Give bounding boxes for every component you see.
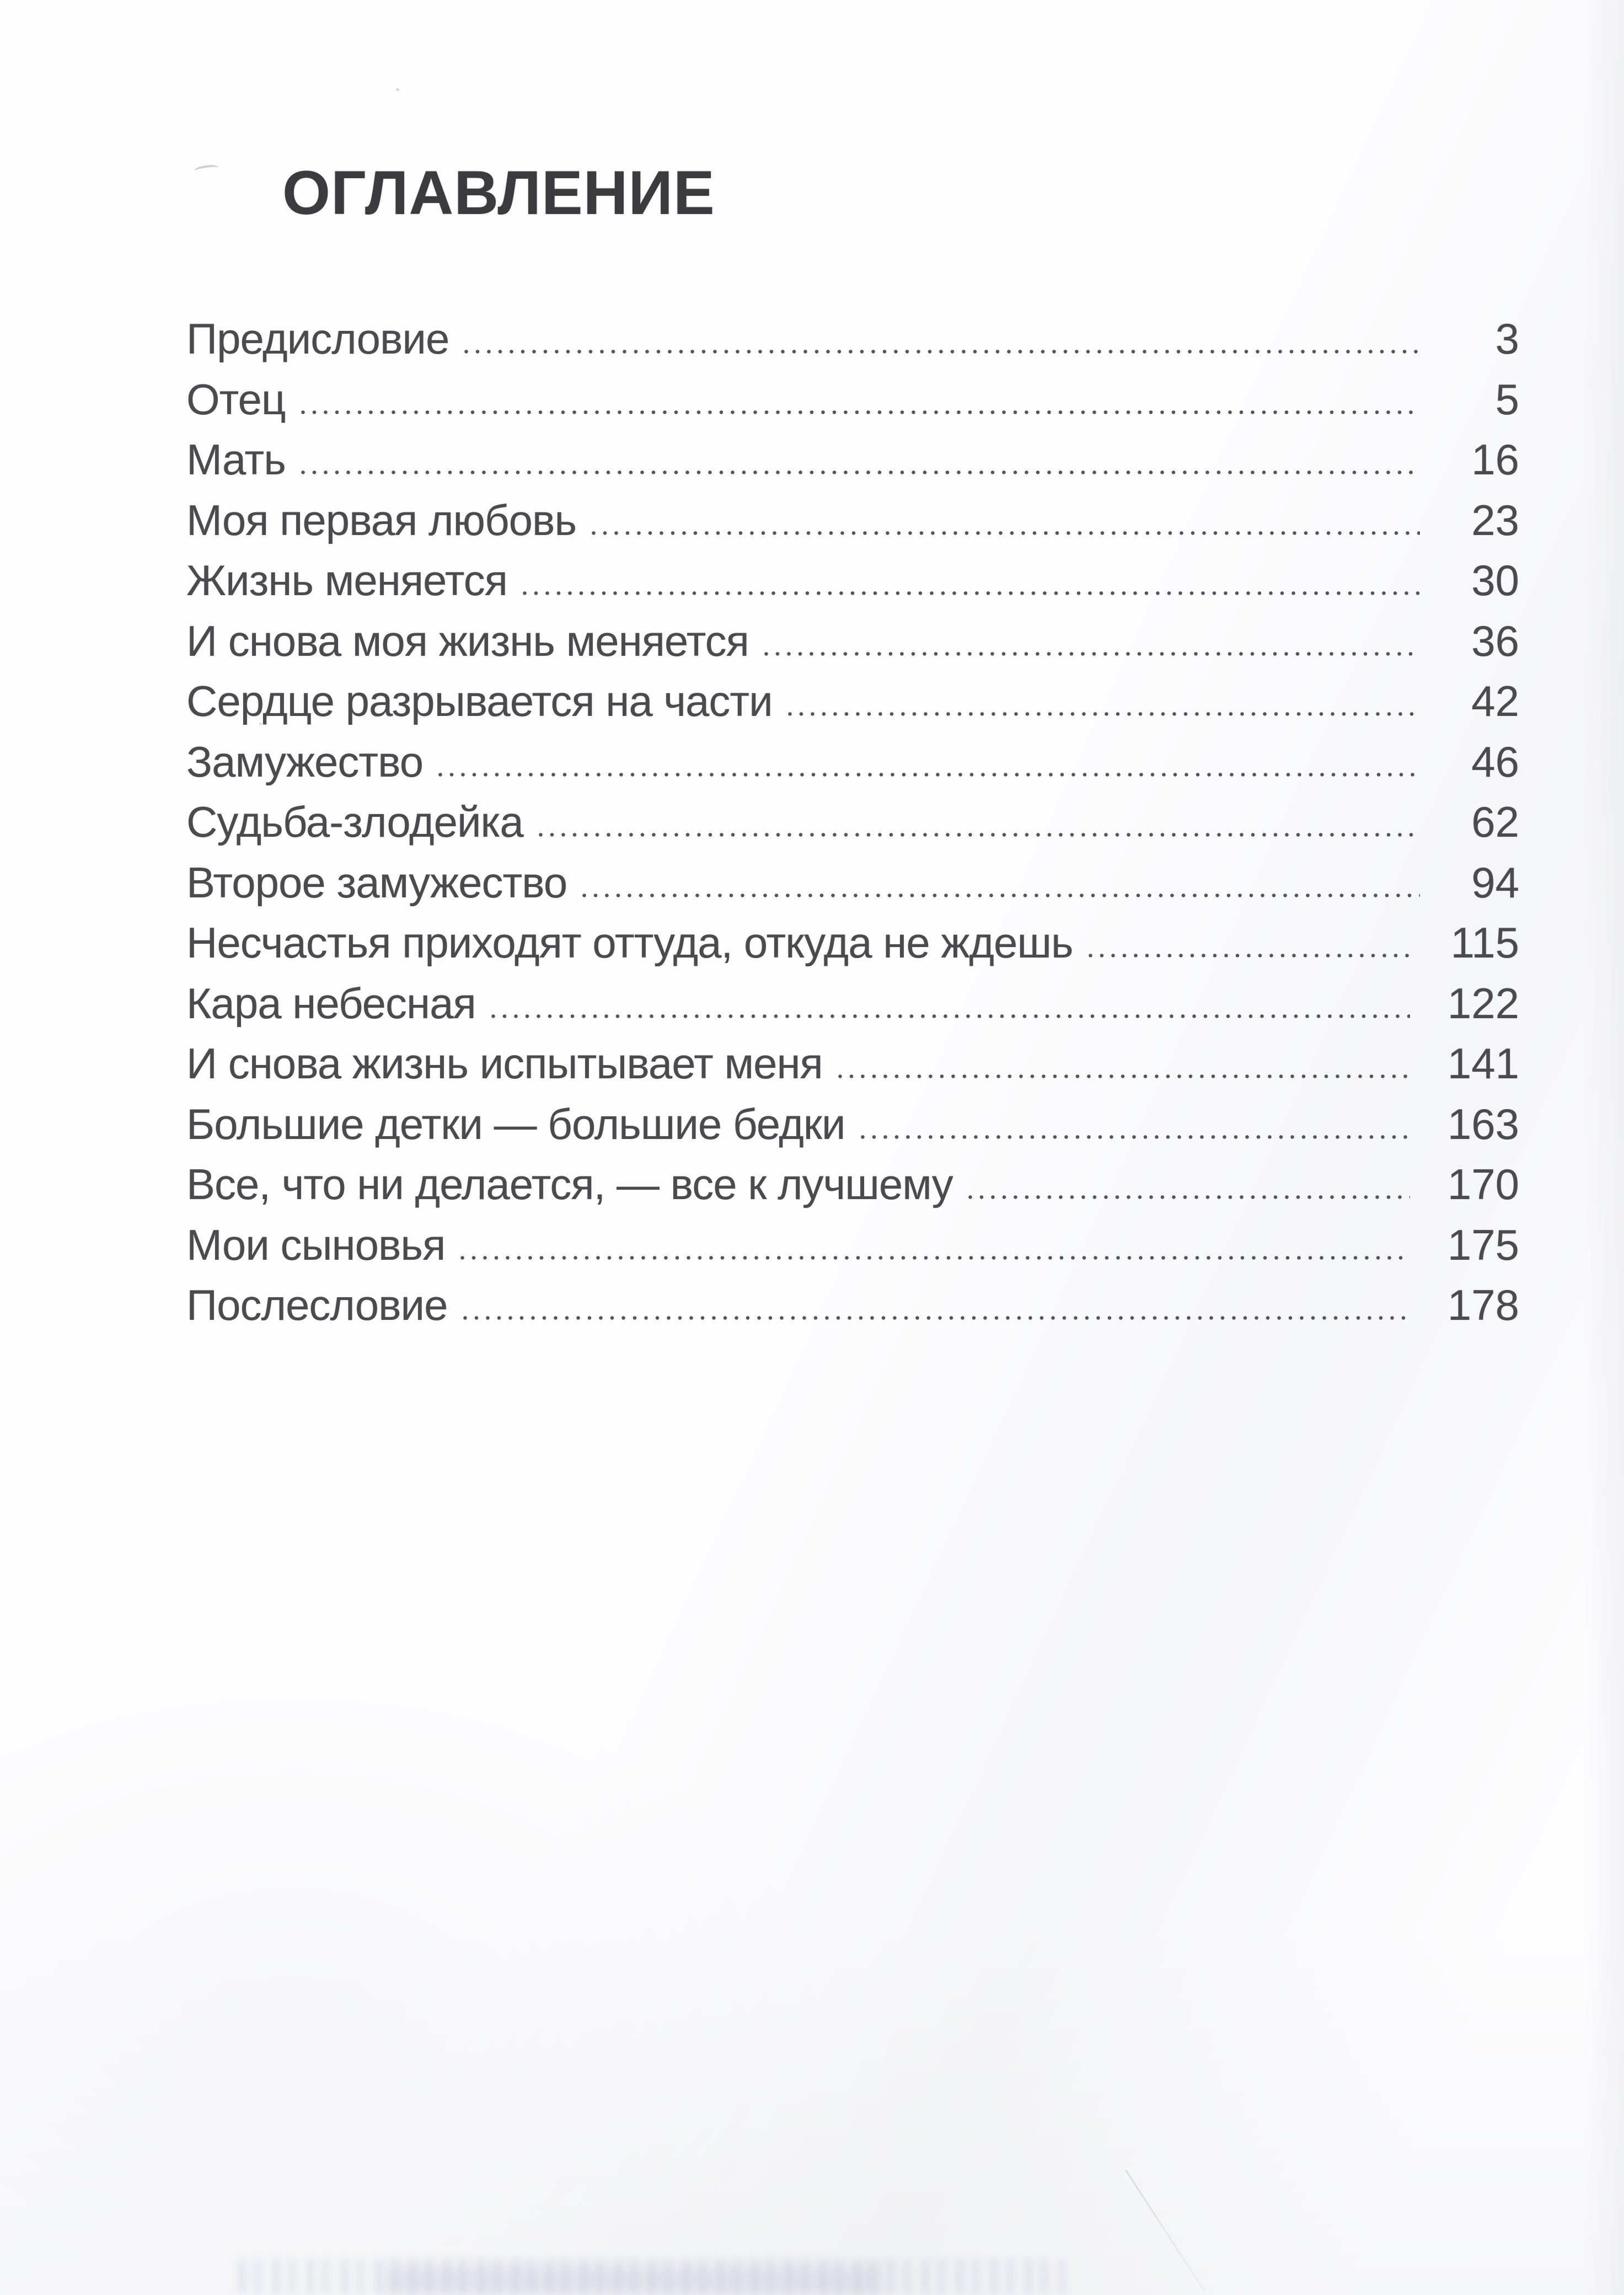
dot-leader xyxy=(464,348,1420,354)
dot-leader xyxy=(838,1073,1410,1078)
toc-row: Все, что ни делается, — все к лучшему 170 xyxy=(186,1154,1519,1215)
toc-entry-label: Мать xyxy=(186,435,286,484)
toc-row: Отец 5 xyxy=(186,370,1519,430)
toc-row: Моя первая любовь 23 xyxy=(186,490,1519,551)
toc-row: Предисловие 3 xyxy=(186,309,1519,370)
toc-entry-page-number: 178 xyxy=(1447,1281,1519,1329)
toc-row: Сердце разрывается на части 42 xyxy=(186,671,1519,732)
toc-row: Второе замужество 94 xyxy=(186,853,1519,913)
toc-entry-label: Все, что ни делается, — все к лучшему xyxy=(186,1160,953,1208)
toc-entry-label: Сердце разрывается на части xyxy=(186,677,773,725)
dot-leader xyxy=(491,1012,1410,1018)
toc-entry-label: Несчастья приходят оттуда, откуда не жде… xyxy=(186,918,1074,967)
toc-row: Большие детки — большие бедки 163 xyxy=(186,1094,1519,1155)
toc-entry-page-number: 170 xyxy=(1447,1160,1519,1208)
toc-entry-page-number: 5 xyxy=(1495,375,1519,424)
toc-entry-label: И снова моя жизнь меняется xyxy=(186,616,749,665)
toc-entry-label: И снова жизнь испытывает меня xyxy=(186,1039,823,1088)
toc-row: Мать 16 xyxy=(186,430,1519,490)
toc-row: Жизнь меняется 30 xyxy=(186,550,1519,611)
toc-entry-label: Судьба-злодейка xyxy=(186,798,524,846)
toc-row: Послесловие 178 xyxy=(186,1275,1519,1336)
dot-leader xyxy=(538,831,1420,837)
toc-entry-label: Послесловие xyxy=(186,1281,448,1329)
toc-entry-page-number: 115 xyxy=(1450,918,1519,967)
dot-leader xyxy=(764,650,1420,656)
toc-entry-label: Большие детки — большие бедки xyxy=(186,1099,846,1148)
scan-smudge-mark xyxy=(194,164,219,175)
toc-row: И снова моя жизнь меняется 36 xyxy=(186,611,1519,672)
dot-leader xyxy=(460,1254,1410,1260)
toc-entry-label: Моя первая любовь xyxy=(186,495,577,544)
toc-row: И снова жизнь испытывает меня 141 xyxy=(186,1034,1519,1094)
scan-speck xyxy=(396,88,399,91)
dot-leader xyxy=(463,1314,1410,1320)
dot-leader xyxy=(787,710,1420,716)
dot-leader xyxy=(582,891,1420,897)
toc-row: Несчастья приходят оттуда, откуда не жде… xyxy=(186,913,1519,973)
bleed-through-haze xyxy=(386,2267,882,2294)
toc-row: Мои сыновья 175 xyxy=(186,1215,1519,1276)
table-of-contents: Предисловие 3 Отец 5 Мать 16 Моя первая любовь… xyxy=(186,309,1519,1336)
dot-leader xyxy=(522,590,1420,595)
toc-entry-page-number: 46 xyxy=(1471,737,1519,786)
toc-row: Судьба-злодейка 62 xyxy=(186,792,1519,853)
toc-entry-label: Второе замужество xyxy=(186,858,567,907)
bleed-through-text-ghost xyxy=(238,2259,1065,2294)
toc-entry-page-number: 163 xyxy=(1447,1099,1519,1148)
toc-entry-page-number: 16 xyxy=(1471,435,1519,484)
toc-row: Замужество 46 xyxy=(186,732,1519,793)
dot-leader xyxy=(1088,952,1413,957)
toc-entry-page-number: 42 xyxy=(1471,677,1519,725)
toc-entry-page-number: 141 xyxy=(1447,1039,1519,1088)
dot-leader xyxy=(438,771,1420,777)
toc-entry-label: Кара небесная xyxy=(186,978,476,1028)
toc-entry-page-number: 175 xyxy=(1447,1220,1519,1269)
toc-entry-label: Жизнь меняется xyxy=(186,556,508,604)
toc-entry-label: Отец xyxy=(186,375,286,424)
dot-leader xyxy=(592,529,1420,535)
toc-entry-label: Мои сыновья xyxy=(186,1220,446,1269)
dot-leader xyxy=(301,469,1420,474)
toc-entry-page-number: 3 xyxy=(1495,314,1519,363)
dot-leader xyxy=(301,408,1420,414)
page-title: ОГЛАВЛЕНИЕ xyxy=(282,158,715,227)
toc-entry-page-number: 62 xyxy=(1471,798,1519,846)
toc-entry-page-number: 30 xyxy=(1471,556,1519,604)
toc-entry-page-number: 23 xyxy=(1471,495,1519,544)
toc-entry-page-number: 94 xyxy=(1471,858,1519,907)
scan-scratch-line xyxy=(1125,2169,1206,2293)
dot-leader xyxy=(968,1194,1410,1199)
dot-leader xyxy=(860,1133,1410,1139)
toc-entry-label: Предисловие xyxy=(186,314,449,363)
toc-entry-page-number: 36 xyxy=(1471,616,1519,665)
toc-entry-label: Замужество xyxy=(186,737,424,786)
toc-entry-page-number: 122 xyxy=(1447,978,1519,1028)
toc-row: Кара небесная 122 xyxy=(186,973,1519,1034)
